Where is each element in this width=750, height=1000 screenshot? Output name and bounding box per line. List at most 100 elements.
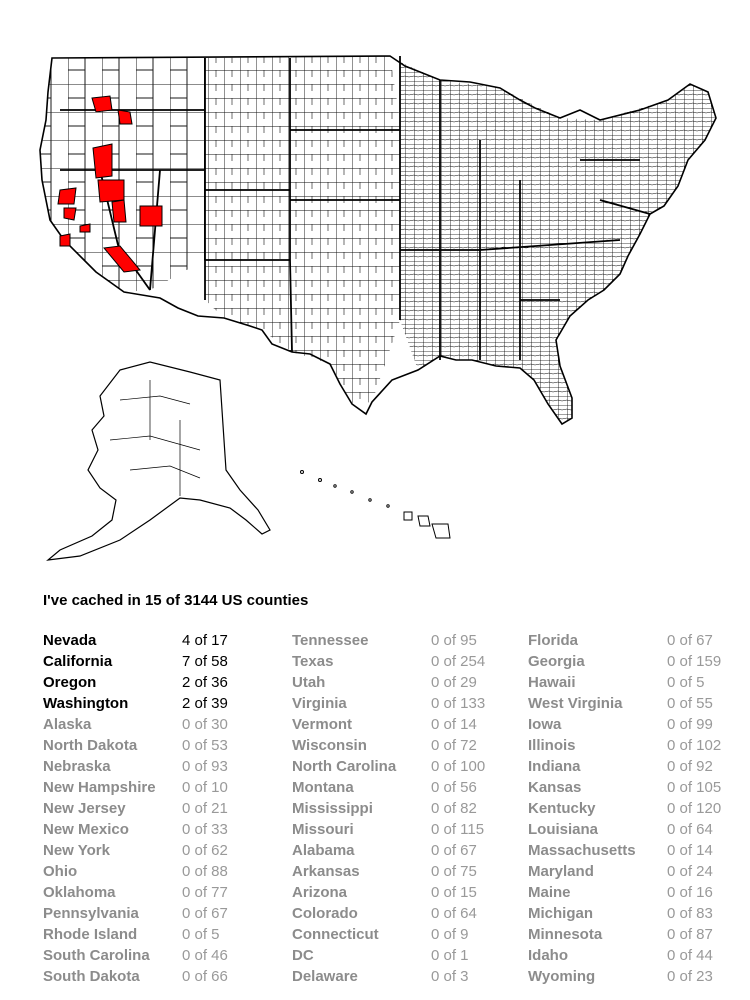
state-name: Missouri (292, 821, 354, 838)
county-count: 0 of 87 (667, 926, 713, 943)
county-count: 0 of 66 (182, 968, 228, 985)
state-name: South Dakota (43, 968, 140, 985)
county-count: 7 of 58 (182, 653, 228, 670)
visited-county-nv (97, 179, 125, 203)
county-count: 0 of 46 (182, 947, 228, 964)
visited-county-nv (111, 199, 127, 223)
summary-heading: I've cached in 15 of 3144 US counties (43, 592, 309, 609)
county-count: 2 of 36 (182, 674, 228, 691)
state-name: Rhode Island (43, 926, 138, 943)
state-name: Kentucky (528, 800, 596, 817)
state-name: Oregon (43, 674, 97, 691)
county-count: 0 of 14 (431, 716, 477, 733)
visited-county-wa (91, 95, 113, 113)
visited-county-ca (79, 223, 91, 233)
county-count: 0 of 67 (182, 905, 228, 922)
state-name: Alabama (292, 842, 355, 859)
state-name: New Hampshire (43, 779, 156, 796)
state-name: Arizona (292, 884, 348, 901)
state-name: Iowa (528, 716, 562, 733)
county-count: 0 of 92 (667, 758, 713, 775)
county-count: 0 of 67 (431, 842, 477, 859)
county-count: 0 of 67 (667, 632, 713, 649)
county-count: 0 of 254 (431, 653, 486, 670)
county-count: 4 of 17 (182, 632, 228, 649)
county-count: 0 of 133 (431, 695, 486, 712)
county-count: 0 of 82 (431, 800, 477, 817)
state-name: Connecticut (292, 926, 379, 943)
county-count: 0 of 9 (431, 926, 469, 943)
visited-county-nv (139, 205, 163, 227)
state-name: South Carolina (43, 947, 150, 964)
county-count: 0 of 3 (431, 968, 469, 985)
county-count: 0 of 64 (667, 821, 713, 838)
state-name: West Virginia (528, 695, 623, 712)
county-count: 0 of 44 (667, 947, 713, 964)
state-name: Tennessee (292, 632, 369, 649)
county-count: 0 of 120 (667, 800, 722, 817)
county-count: 0 of 14 (667, 842, 713, 859)
county-count: 0 of 159 (667, 653, 722, 670)
state-name: Utah (292, 674, 326, 691)
state-name: Alaska (43, 716, 92, 733)
county-count: 0 of 21 (182, 800, 228, 817)
county-count: 0 of 55 (667, 695, 713, 712)
county-count: 0 of 115 (431, 821, 485, 838)
state-name: Nevada (43, 632, 97, 649)
county-count: 0 of 62 (182, 842, 228, 859)
state-name: Indiana (528, 758, 581, 775)
visited-counties (57, 95, 163, 273)
visited-county-or (57, 187, 77, 205)
state-name: Florida (528, 632, 579, 649)
state-name: Louisiana (528, 821, 599, 838)
state-name: New York (43, 842, 110, 859)
visited-county-ca (63, 207, 77, 221)
state-name: Texas (292, 653, 334, 670)
state-name: California (43, 653, 113, 670)
state-name: Massachusetts (528, 842, 636, 859)
county-count: 2 of 39 (182, 695, 228, 712)
visited-county-or (92, 143, 113, 179)
state-name: Colorado (292, 905, 358, 922)
state-name: Maine (528, 884, 571, 901)
county-count: 0 of 100 (431, 758, 486, 775)
state-name: North Dakota (43, 737, 138, 754)
alaska (46, 361, 271, 561)
county-count: 0 of 75 (431, 863, 477, 880)
state-name: Montana (292, 779, 354, 796)
county-count: 0 of 30 (182, 716, 228, 733)
county-count: 0 of 72 (431, 737, 477, 754)
state-name: New Mexico (43, 821, 129, 838)
county-count: 0 of 77 (182, 884, 228, 901)
state-name: Ohio (43, 863, 78, 880)
state-name: Kansas (528, 779, 582, 796)
state-name: DC (292, 947, 314, 964)
county-count: 0 of 5 (182, 926, 220, 943)
state-name: Illinois (528, 737, 576, 754)
state-name: Mississippi (292, 800, 373, 817)
state-name: Minnesota (528, 926, 603, 943)
state-name: Nebraska (43, 758, 111, 775)
county-count: 0 of 83 (667, 905, 713, 922)
county-count: 0 of 102 (667, 737, 722, 754)
county-count: 0 of 93 (182, 758, 228, 775)
state-name: Arkansas (292, 863, 360, 880)
county-count: 0 of 56 (431, 779, 477, 796)
state-name: Delaware (292, 968, 358, 985)
visited-county-nv (103, 245, 141, 273)
county-count: 0 of 33 (182, 821, 228, 838)
county-count: 0 of 29 (431, 674, 477, 691)
state-name: Wyoming (528, 968, 596, 985)
county-count: 0 of 10 (182, 779, 228, 796)
state-name: Wisconsin (292, 737, 367, 754)
county-count: 0 of 16 (667, 884, 713, 901)
state-name: Maryland (528, 863, 594, 880)
state-name: Washington (43, 695, 129, 712)
visited-county-ca (59, 233, 71, 247)
county-count: 0 of 1 (431, 947, 469, 964)
state-name: Georgia (528, 653, 585, 670)
state-name: New Jersey (43, 800, 126, 817)
hawaii (300, 470, 451, 539)
visited-county-wa (117, 109, 133, 125)
county-count: 0 of 64 (431, 905, 477, 922)
